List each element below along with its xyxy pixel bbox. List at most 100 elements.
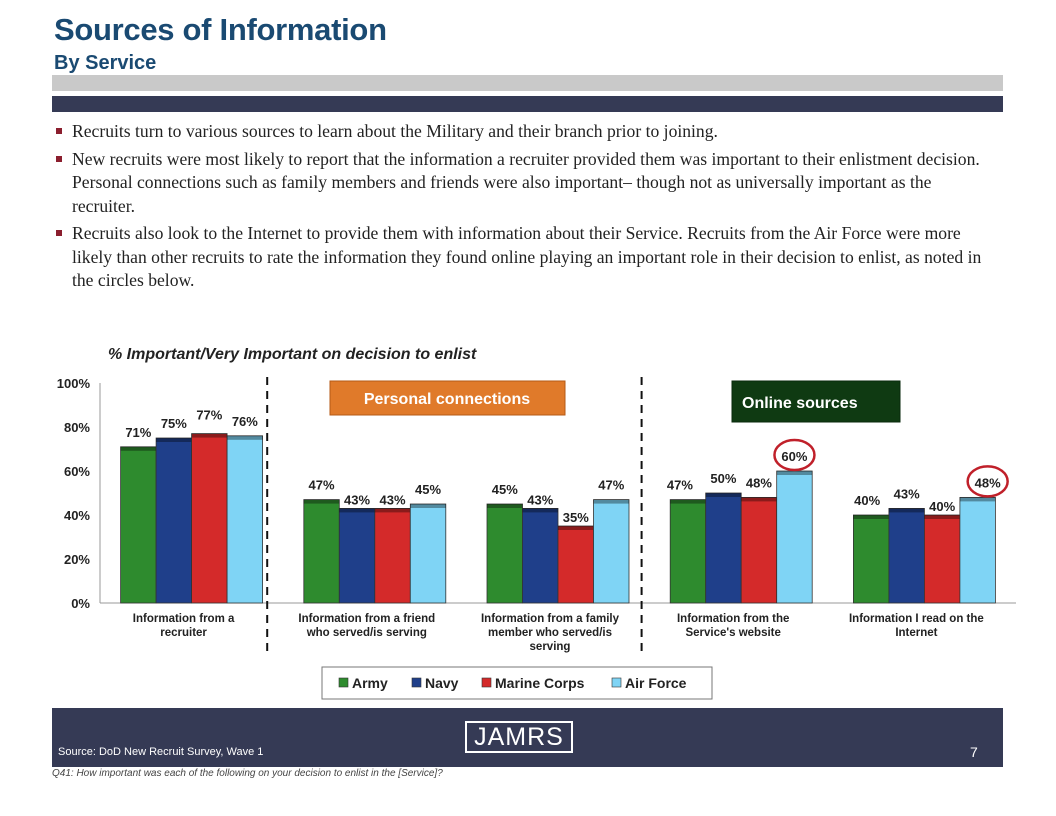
bullet-text: New recruits were most likely to report … bbox=[72, 148, 980, 216]
data-label: 47% bbox=[598, 478, 624, 493]
bar bbox=[669, 499, 707, 604]
bullet-marker-icon bbox=[56, 230, 62, 236]
bar bbox=[924, 514, 961, 604]
bar bbox=[226, 435, 264, 604]
bar-top-shade bbox=[120, 446, 157, 451]
annotation-box-online bbox=[731, 380, 901, 423]
annotation-label-personal: Personal connections bbox=[364, 391, 530, 408]
category-label: Information from the bbox=[677, 613, 789, 625]
bar bbox=[557, 525, 594, 604]
data-label: 43% bbox=[527, 492, 553, 507]
legend-box bbox=[321, 666, 713, 700]
bar bbox=[705, 492, 742, 604]
bar bbox=[853, 514, 890, 604]
legend-swatch bbox=[611, 677, 622, 688]
bar-top-shade bbox=[558, 526, 594, 530]
bullet-item: Recruits also look to the Internet to pr… bbox=[56, 222, 996, 293]
bullet-item: New recruits were most likely to report … bbox=[56, 148, 996, 219]
category-label: Information I read on the bbox=[849, 613, 984, 625]
annotation-label-online: Online sources bbox=[742, 395, 858, 412]
y-tick-label: 100% bbox=[57, 376, 91, 391]
chart-title: % Important/Very Important on decision t… bbox=[108, 346, 477, 363]
data-label: 60% bbox=[781, 449, 807, 464]
bar bbox=[522, 507, 559, 604]
page-subtitle: By Service bbox=[54, 52, 157, 74]
bar bbox=[959, 496, 996, 604]
legend-swatch bbox=[481, 677, 492, 688]
bar bbox=[338, 507, 376, 604]
bullet-item: Recruits turn to various sources to lear… bbox=[56, 120, 996, 144]
bar bbox=[191, 433, 228, 604]
jamrs-logo: JAMRS bbox=[465, 721, 573, 753]
category-label: Service's website bbox=[685, 627, 780, 639]
bar-top-shade bbox=[303, 499, 340, 504]
bar bbox=[740, 496, 778, 604]
data-label: 76% bbox=[232, 414, 258, 429]
bar-top-shade bbox=[670, 499, 706, 504]
data-label: 47% bbox=[309, 478, 335, 493]
category-label: Information from a family bbox=[481, 613, 620, 625]
bar bbox=[776, 470, 813, 604]
data-label: 45% bbox=[415, 482, 441, 497]
bullet-list: Recruits turn to various sources to lear… bbox=[56, 120, 996, 297]
highlight-circle bbox=[773, 438, 816, 472]
data-label: 43% bbox=[380, 492, 406, 507]
data-label: 48% bbox=[746, 475, 772, 490]
bar bbox=[374, 507, 411, 604]
bar-top-shade bbox=[339, 508, 375, 513]
bar bbox=[486, 503, 523, 604]
data-label: 45% bbox=[492, 482, 518, 497]
bar-top-shade bbox=[924, 515, 960, 519]
data-label: 48% bbox=[975, 475, 1001, 490]
bar bbox=[120, 446, 157, 604]
y-tick-label: 60% bbox=[64, 464, 90, 479]
bar-top-shade bbox=[191, 433, 228, 438]
page-title: Sources of Information bbox=[54, 12, 387, 47]
bar bbox=[303, 499, 340, 604]
annotation-box-personal bbox=[329, 380, 566, 416]
category-label: Information from a friend bbox=[298, 613, 435, 625]
legend-swatch bbox=[411, 677, 422, 688]
category-label: recruiter bbox=[160, 627, 207, 639]
category-label: Information from a bbox=[133, 613, 235, 625]
data-label: 40% bbox=[854, 493, 880, 508]
legend-label: Air Force bbox=[625, 675, 687, 691]
data-label: 75% bbox=[161, 416, 187, 431]
bar-top-shade bbox=[227, 435, 263, 440]
highlight-circle bbox=[966, 465, 1009, 498]
bar bbox=[409, 503, 447, 604]
data-label: 50% bbox=[710, 471, 736, 486]
category-label: serving bbox=[530, 641, 571, 653]
bar bbox=[888, 507, 925, 604]
category-label: who served/is serving bbox=[306, 627, 427, 639]
y-tick-label: 0% bbox=[71, 596, 90, 611]
chart-container: % Important/Very Important on decision t… bbox=[0, 330, 1056, 710]
y-tick-label: 20% bbox=[64, 552, 90, 567]
footer-band bbox=[52, 708, 1003, 767]
header-divider-light bbox=[52, 75, 1003, 91]
bar-top-shade bbox=[487, 504, 523, 508]
bar-top-shade bbox=[776, 471, 813, 475]
bar-top-shade bbox=[593, 499, 629, 504]
bullet-marker-icon bbox=[56, 155, 62, 162]
legend-label: Army bbox=[352, 675, 388, 691]
bar-chart: % Important/Very Important on decision t… bbox=[57, 346, 1016, 700]
bar-top-shade bbox=[705, 493, 742, 497]
bar-top-shade bbox=[888, 508, 925, 513]
y-tick-label: 80% bbox=[64, 420, 90, 435]
legend-label: Marine Corps bbox=[495, 675, 585, 691]
data-label: 43% bbox=[344, 492, 370, 507]
bullet-text: Recruits also look to the Internet to pr… bbox=[72, 223, 982, 290]
bar-top-shade bbox=[522, 508, 558, 513]
bar-top-shade bbox=[410, 504, 446, 508]
data-label: 47% bbox=[667, 478, 693, 493]
header-divider-dark bbox=[52, 96, 1003, 112]
footer-source: Source: DoD New Recruit Survey, Wave 1 bbox=[58, 746, 264, 758]
bar-top-shade bbox=[741, 497, 777, 502]
bar-top-shade bbox=[374, 508, 411, 513]
bullet-marker-icon bbox=[56, 128, 62, 134]
data-label: 71% bbox=[125, 425, 151, 440]
bar-top-shade bbox=[156, 438, 192, 442]
bar bbox=[155, 437, 193, 604]
page-number: 7 bbox=[970, 744, 978, 760]
